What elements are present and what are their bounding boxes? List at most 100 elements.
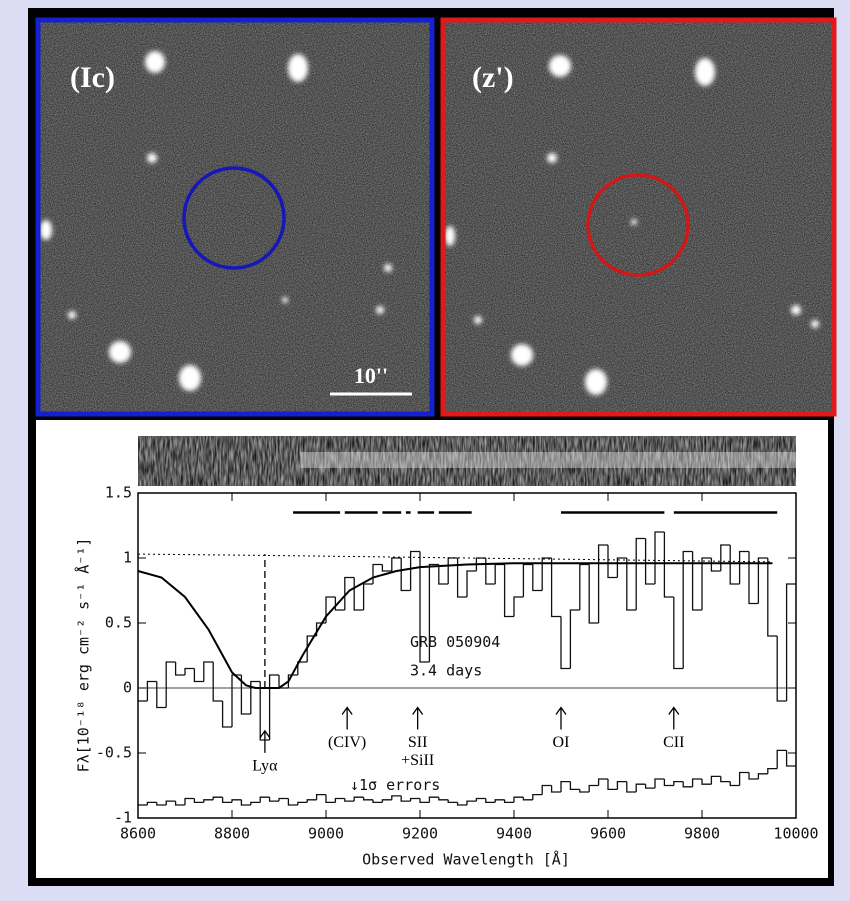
flux-bin — [682, 550, 693, 669]
flux-bin — [579, 789, 590, 793]
flux-bin — [588, 564, 599, 624]
flux-bin — [268, 797, 279, 802]
image-label: (Ic) — [70, 61, 115, 94]
image-ic: 10'' (Ic) — [35, 17, 435, 417]
image-label: (z') — [472, 61, 514, 94]
flux-bin — [466, 570, 477, 597]
flux-bin — [297, 661, 308, 675]
flux-bin — [353, 796, 364, 802]
flux-bin — [334, 597, 345, 611]
flux-bin — [663, 532, 674, 598]
flux-bin — [156, 681, 167, 709]
annotation-text: ↓1σ errors — [350, 776, 440, 794]
model-curve — [137, 562, 773, 689]
2d-spectrum-noise — [138, 436, 796, 486]
flux-bin — [503, 564, 514, 618]
y-axis-title: Fλ[10⁻¹⁸ erg cm⁻² s⁻¹ Å⁻¹] — [74, 538, 93, 773]
x-tick-label: 8800 — [214, 825, 250, 843]
flux-bin — [212, 662, 223, 702]
flux-bin — [626, 558, 637, 611]
flux-bin — [785, 750, 796, 767]
flux-bin — [541, 557, 552, 591]
flux-bin — [344, 798, 355, 802]
annotation-label: CII — [663, 734, 684, 751]
annotation-arrow — [341, 706, 353, 730]
flux-bin — [165, 661, 176, 708]
y-tick-label: -1 — [114, 809, 132, 827]
plot: 8600 8800 9000 9200 9400 9600 9800 10000 -1 -0.5 0… — [96, 484, 819, 843]
flux-bin — [325, 794, 336, 804]
flux-bin — [146, 680, 157, 701]
flux-bin — [560, 616, 571, 670]
flux-bin — [532, 793, 543, 800]
flux-bin — [391, 795, 402, 800]
flux-bin — [344, 576, 355, 610]
flux-bin — [701, 557, 712, 610]
flux-bin — [673, 780, 684, 786]
y-tick-label: 1 — [123, 549, 132, 567]
flux-bin — [701, 779, 712, 785]
flux-bin — [259, 796, 270, 803]
flux-bin — [720, 776, 731, 783]
annotation-label: Lyα — [252, 758, 278, 775]
flux-bin — [212, 796, 223, 800]
x-tick-label: 9000 — [308, 825, 344, 843]
flux-bin — [438, 564, 449, 585]
flux-bin — [146, 801, 157, 805]
flux-bin — [174, 801, 185, 806]
flux-bin — [616, 557, 627, 578]
flux-bin — [409, 550, 420, 591]
flux-bin — [654, 531, 665, 584]
flux-bin — [475, 557, 486, 571]
flux-bin — [156, 802, 167, 806]
x-tick-label: 9400 — [496, 825, 532, 843]
flux-bin — [532, 564, 543, 592]
flux-bin — [550, 558, 561, 618]
flux-bin — [729, 781, 740, 787]
flux-bin — [503, 799, 514, 804]
flux-bin — [419, 551, 430, 663]
flux-bin — [362, 797, 373, 801]
flux-bin — [165, 800, 176, 805]
flux-bin — [550, 785, 561, 793]
flux-bin — [372, 799, 383, 804]
flux-bin — [184, 667, 195, 675]
flux-bin — [174, 662, 185, 676]
y-tick-label: -0.5 — [96, 744, 132, 762]
flux-bin — [193, 798, 204, 804]
flux-bin — [400, 558, 411, 592]
flux-bin — [494, 799, 505, 803]
annotation-label: (CIV) — [328, 734, 366, 751]
flux-bin — [419, 798, 430, 804]
flux-bin — [381, 799, 392, 803]
annotation-label: +SiII — [401, 752, 434, 769]
flux-bin — [691, 778, 702, 787]
flux-bin — [240, 675, 251, 715]
flux-bin — [748, 772, 759, 780]
flux-bin — [616, 780, 627, 790]
flux-bin — [767, 558, 778, 637]
flux-bin — [635, 537, 646, 610]
flux-bin — [776, 749, 787, 769]
flux-bin — [297, 801, 308, 805]
flux-bin — [428, 796, 439, 803]
flux-bin — [738, 550, 749, 584]
flux-bin — [334, 797, 345, 803]
flux-bin — [400, 795, 411, 802]
flux-bin — [362, 583, 373, 610]
flux-bin — [268, 674, 279, 740]
flux-bin — [757, 773, 768, 779]
flux-bin — [391, 557, 402, 571]
annotation-arrow — [259, 729, 271, 753]
flux-bin — [729, 545, 740, 585]
flux-bin — [466, 800, 477, 805]
image-z: (z') — [440, 17, 837, 417]
y-tick-label: 0.5 — [105, 614, 132, 632]
flux-bin — [287, 674, 298, 688]
flux-bin — [221, 701, 232, 728]
flux-bin — [456, 558, 467, 598]
flux-bin — [456, 802, 467, 806]
flux-bin — [588, 784, 599, 792]
flux-bin — [381, 564, 392, 572]
